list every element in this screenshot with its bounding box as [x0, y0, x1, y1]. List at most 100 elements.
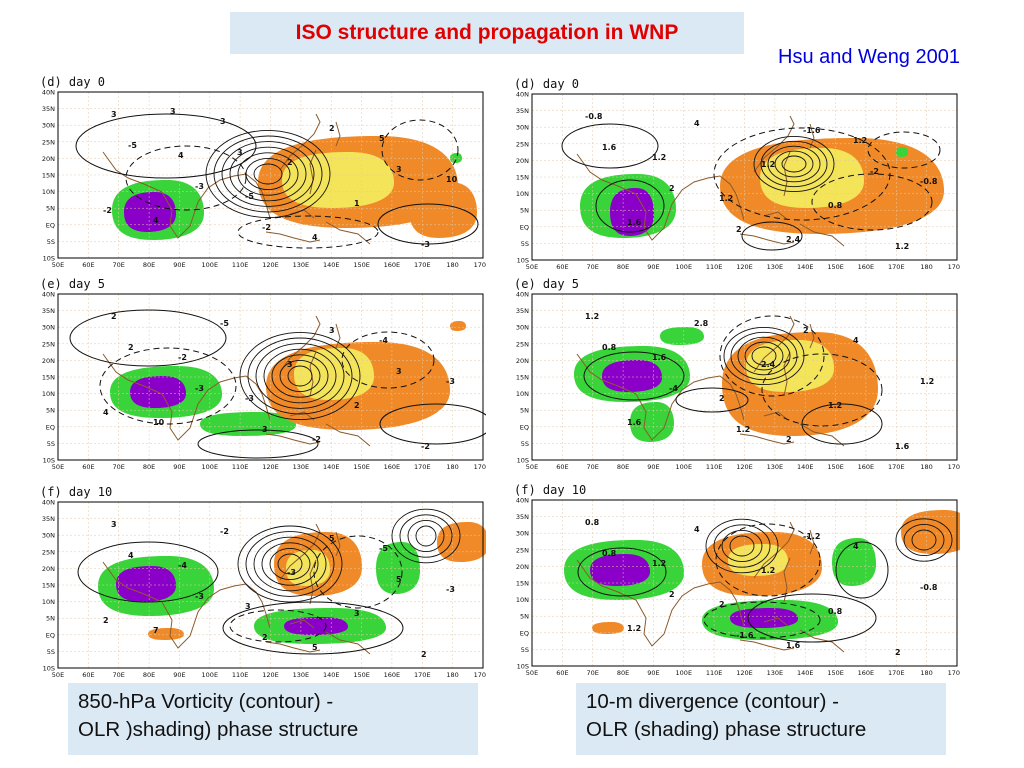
contour-solid-0 — [577, 547, 667, 597]
lon-tick-label: 170W — [474, 671, 486, 679]
lat-tick-label: 20N — [516, 157, 529, 165]
lat-tick-label: 35N — [42, 105, 55, 113]
contour-label: -2 — [870, 167, 879, 176]
title-banner: ISO structure and propagation in WNP — [230, 12, 744, 54]
lat-tick-label: 30N — [516, 530, 529, 538]
contour-label: 1.2 — [585, 312, 599, 321]
lat-tick-label: 40N — [516, 92, 529, 99]
lon-tick-label: 50E — [526, 669, 538, 677]
lat-tick-label: 5N — [520, 613, 529, 621]
contour-dashed-0 — [125, 145, 247, 211]
panel-right-1: (e) day 5 1.2 1.6 2 2 4 1.2 1.6 2.8 2.4 1.2 1.6 0.8… — [500, 276, 960, 478]
plot-frame — [57, 293, 484, 461]
lon-tick-label: 100E — [676, 263, 693, 271]
contour-label: -5 — [245, 192, 254, 201]
contour-ring-1-3 — [391, 508, 461, 564]
grid-lines — [532, 94, 957, 260]
contour-label: -4 — [379, 336, 388, 345]
lat-tick-label: 10N — [516, 390, 529, 398]
olr-region-6 — [284, 617, 348, 635]
contour-solid-2 — [741, 221, 803, 251]
contour-label: 0.8 — [585, 518, 600, 527]
contour-solid-1 — [379, 403, 486, 445]
contour-label: 4 — [153, 216, 159, 225]
lon-tick-labels: 50E 60E 70E 80E 90E 100E 110E 120E 130E 140E 150E 1… — [52, 671, 486, 679]
contour-ring-0-3 — [263, 348, 337, 404]
contour-label: 2 — [287, 158, 293, 167]
lon-tick-label: 90E — [173, 463, 185, 471]
contour-label: -5 — [128, 141, 137, 150]
lon-tick-label: 50E — [526, 463, 538, 471]
contour-ring-0-0 — [729, 535, 755, 557]
lon-tick-labels: 50E 60E 70E 80E 90E 100E 110E 120E 130E 140E 150E 1… — [526, 669, 960, 677]
contour-ring-0-3 — [229, 146, 307, 202]
lon-tick-label: 130E — [293, 463, 310, 471]
olr-region-4 — [896, 147, 908, 157]
caption-right: 10-m divergence (contour) - OLR (shading… — [576, 683, 946, 755]
lon-tick-label: 160E — [384, 671, 401, 679]
lat-tick-label: 15N — [516, 580, 529, 588]
plot-frame — [531, 499, 958, 667]
contour-label: 2 — [421, 650, 427, 659]
lon-tick-label: 150E — [353, 463, 370, 471]
lat-tick-label: 25N — [42, 340, 55, 348]
contour-ring-0-5 — [237, 525, 343, 603]
panel-label: (d) day 0 — [514, 77, 580, 91]
map-plot: 0.8 1.2 2 1.6 4 -0.8 1.2 4 1.2 0.8 2 0.8 2 -1.6 -1.2 40… — [516, 498, 960, 677]
lat-tick-label: 35N — [42, 307, 55, 315]
lat-tick-label: 20N — [42, 565, 55, 573]
lon-tick-label: 170W — [474, 261, 486, 269]
lat-tick-label: 25N — [42, 548, 55, 556]
contours — [69, 309, 486, 459]
contour-label: 1.6 — [652, 353, 667, 362]
lon-tick-label: 170W — [948, 263, 960, 271]
contour-ring-0-2 — [271, 354, 329, 398]
lon-tick-label: 180 — [446, 261, 458, 269]
lon-tick-label: 90E — [173, 261, 185, 269]
lat-tick-label: 5N — [46, 615, 55, 623]
lon-tick-label: 80E — [617, 669, 629, 677]
contour-ring-0-2 — [261, 542, 319, 586]
contour-label: 1.2 — [920, 377, 934, 386]
contour-label: -1.2 — [803, 532, 821, 541]
lon-tick-label: 150E — [353, 261, 370, 269]
lat-tick-label: 15N — [42, 172, 55, 180]
plot-area: 1.2 1.6 2 2 4 1.2 1.6 2.8 2.4 1.2 1.6 0.8 -4 1.2 2 — [531, 293, 958, 461]
contour-dashed-0 — [313, 535, 403, 609]
contour-label: 2 — [736, 225, 742, 234]
contour-ring-0-5 — [213, 135, 323, 213]
contour-ring-1-2 — [399, 514, 453, 558]
caption-right-line-2: OLR (shading) phase structure — [586, 718, 867, 741]
olr-region-5 — [450, 321, 466, 331]
lat-tick-label: 10N — [42, 188, 55, 196]
contour-label: 1.6 — [786, 641, 801, 650]
lat-tick-labels: 40N 35N 30N 25N 20N 15N 10N 5N EQ 5S 10S — [42, 292, 55, 465]
contour-ring-0-2 — [713, 524, 771, 568]
contour-label: -3 — [421, 240, 430, 249]
contour-label: 2 — [895, 648, 901, 657]
lon-tick-labels: 50E 60E 70E 80E 90E 100E 110E 120E 130E 140E 150E 1… — [526, 463, 960, 471]
contour-label: -4 — [178, 561, 187, 570]
lat-tick-label: 5S — [521, 440, 529, 448]
lon-tick-label: 170E — [888, 263, 905, 271]
lon-tick-label: 70E — [113, 671, 125, 679]
contour-label: -0.8 — [920, 583, 938, 592]
lon-tick-label: 180 — [920, 463, 932, 471]
olr-region-1 — [124, 192, 176, 232]
contour-solid-2 — [675, 387, 749, 413]
lat-tick-label: 25N — [516, 546, 529, 554]
contour-label: 2 — [111, 312, 117, 321]
lat-tick-label: 35N — [516, 513, 529, 521]
olr-region-1 — [116, 566, 176, 602]
contour-dashed-0 — [713, 127, 891, 221]
olr-region-5 — [450, 153, 462, 163]
contour-solid-1 — [801, 403, 883, 445]
lon-tick-label: 110E — [706, 263, 723, 271]
lat-tick-label: 20N — [516, 563, 529, 571]
lon-tick-label: 130E — [767, 669, 784, 677]
contour-solid-0 — [561, 123, 659, 169]
contour-solid-1 — [747, 593, 877, 643]
lat-tick-label: 5N — [46, 407, 55, 415]
lon-tick-labels: 50E 60E 70E 80E 90E 100E 110E 120E 130E 140E 150E 1… — [526, 263, 960, 271]
contour-label: 2 — [354, 401, 360, 410]
